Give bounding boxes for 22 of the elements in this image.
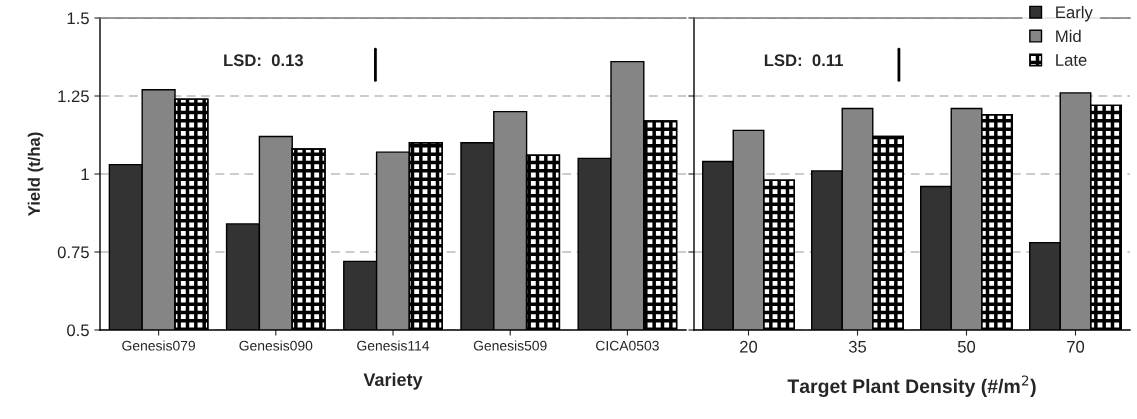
x-tick-label: 20 bbox=[740, 340, 758, 353]
x-tick-label: 70 bbox=[1067, 340, 1085, 353]
x-tick-label: 50 bbox=[957, 340, 976, 353]
x-axis-title: Variety bbox=[363, 372, 423, 390]
y-axis-title: Yield (t/ha) bbox=[27, 132, 44, 216]
x-tick-label: Genesis090 bbox=[239, 340, 313, 351]
x-tick-label: Genesis079 bbox=[122, 340, 196, 351]
y-tick-label: 1 bbox=[81, 168, 89, 181]
annotation: LSD: 0.11 bbox=[764, 54, 843, 67]
y-tick-label: 0.5 bbox=[67, 324, 89, 337]
y-tick-label: 0.75 bbox=[57, 246, 89, 259]
legend-label: Late bbox=[1056, 54, 1087, 66]
y-tick-label: 1.5 bbox=[67, 12, 89, 25]
x-axis-title: Target Plant Density (#/m$^{2}$) bbox=[787, 375, 1036, 398]
x-tick-label: CICA0503 bbox=[596, 340, 659, 351]
y-tick-label: 1.25 bbox=[58, 90, 89, 103]
annotation: LSD: 0.13 bbox=[224, 54, 304, 67]
x-tick-label: Genesis114 bbox=[357, 340, 430, 351]
legend-label: Early bbox=[1056, 5, 1093, 22]
legend-label: Mid bbox=[1056, 29, 1081, 43]
x-tick-label: Genesis509 bbox=[473, 340, 547, 351]
x-tick-label: 35 bbox=[848, 340, 867, 353]
